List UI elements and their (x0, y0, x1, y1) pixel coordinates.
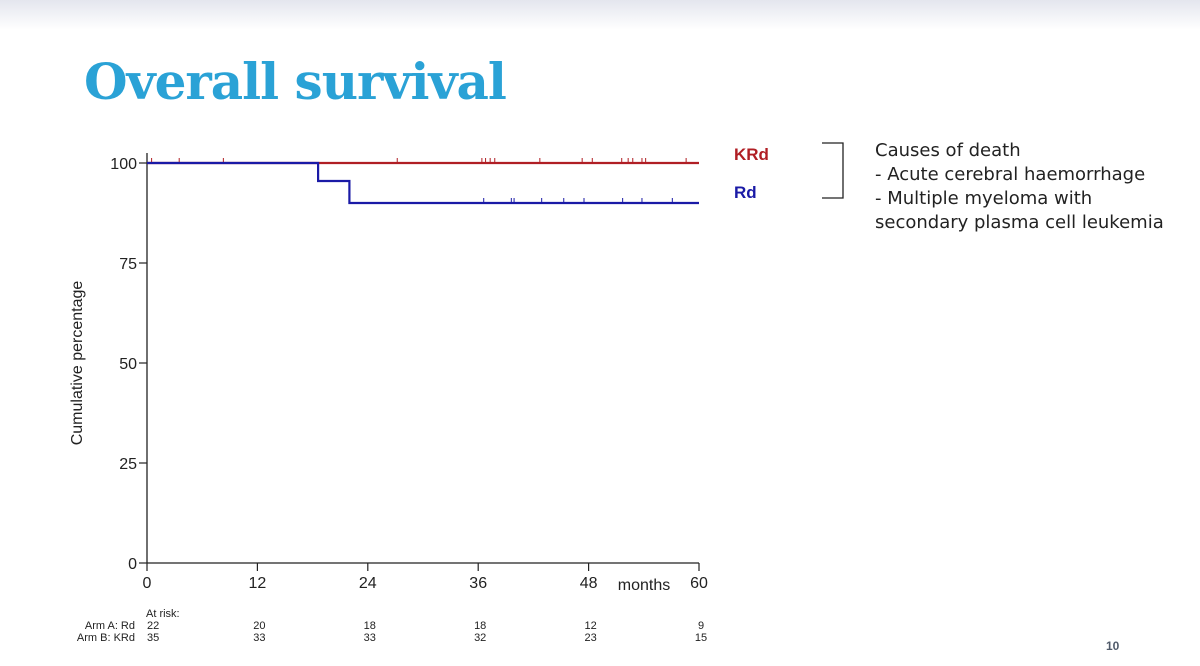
legend-label-krd: KRd (734, 145, 769, 164)
chart-axes: 0 25 50 75 100 0 12 24 36 48 60 months Cumulative pe… (69, 153, 708, 594)
chart-series (147, 158, 699, 205)
at-risk-value: 20 (253, 620, 265, 632)
x-tick-label: 60 (690, 575, 708, 592)
x-axis-label: months (618, 577, 670, 594)
x-tick-label: 24 (359, 575, 377, 592)
at-risk-value: 35 (147, 632, 159, 644)
y-tick-label: 75 (119, 256, 137, 273)
legend-bracket (822, 142, 844, 199)
at-risk-row-label-a: Arm A: Rd (85, 620, 135, 632)
at-risk-value: 23 (584, 632, 596, 644)
at-risk-row-label-b: Arm B: KRd (77, 632, 135, 644)
x-tick-label: 0 (143, 575, 152, 592)
y-tick-label: 50 (119, 356, 137, 373)
x-tick-label: 36 (469, 575, 487, 592)
survival-line-rd (147, 161, 699, 205)
at-risk-label: At risk: (146, 608, 180, 620)
at-risk-value: 15 (695, 632, 707, 644)
cause-item: secondary plasma cell leukemia (875, 212, 1164, 233)
causes-heading: Causes of death (875, 140, 1021, 161)
cause-item: - Multiple myeloma with (875, 188, 1093, 209)
y-tick-label: 0 (128, 556, 137, 573)
at-risk-value: 9 (698, 620, 704, 632)
causes-of-death: Causes of death - Acute cerebral haemorr… (875, 139, 1164, 235)
cause-item: - Acute cerebral haemorrhage (875, 164, 1146, 185)
y-tick-label: 100 (110, 156, 137, 173)
chart-legend: KRd Rd (734, 142, 844, 202)
y-tick-label: 25 (119, 456, 137, 473)
at-risk-value: 12 (584, 620, 596, 632)
legend-label-rd: Rd (734, 183, 757, 202)
at-risk-value: 18 (474, 620, 486, 632)
x-tick-label: 48 (580, 575, 598, 592)
at-risk-value: 32 (474, 632, 486, 644)
at-risk-value: 33 (364, 632, 376, 644)
y-axis-label: Cumulative percentage (69, 281, 86, 446)
page-number: 10 (1106, 639, 1120, 653)
top-band (0, 0, 1200, 30)
at-risk-table: At risk: Arm A: Rd Arm B: KRd 22 20 18 18 12… (77, 608, 707, 644)
x-tick-label: 12 (249, 575, 267, 592)
at-risk-value: 33 (253, 632, 265, 644)
at-risk-value: 22 (147, 620, 159, 632)
at-risk-value: 18 (364, 620, 376, 632)
slide-title: Overall survival (84, 52, 507, 111)
